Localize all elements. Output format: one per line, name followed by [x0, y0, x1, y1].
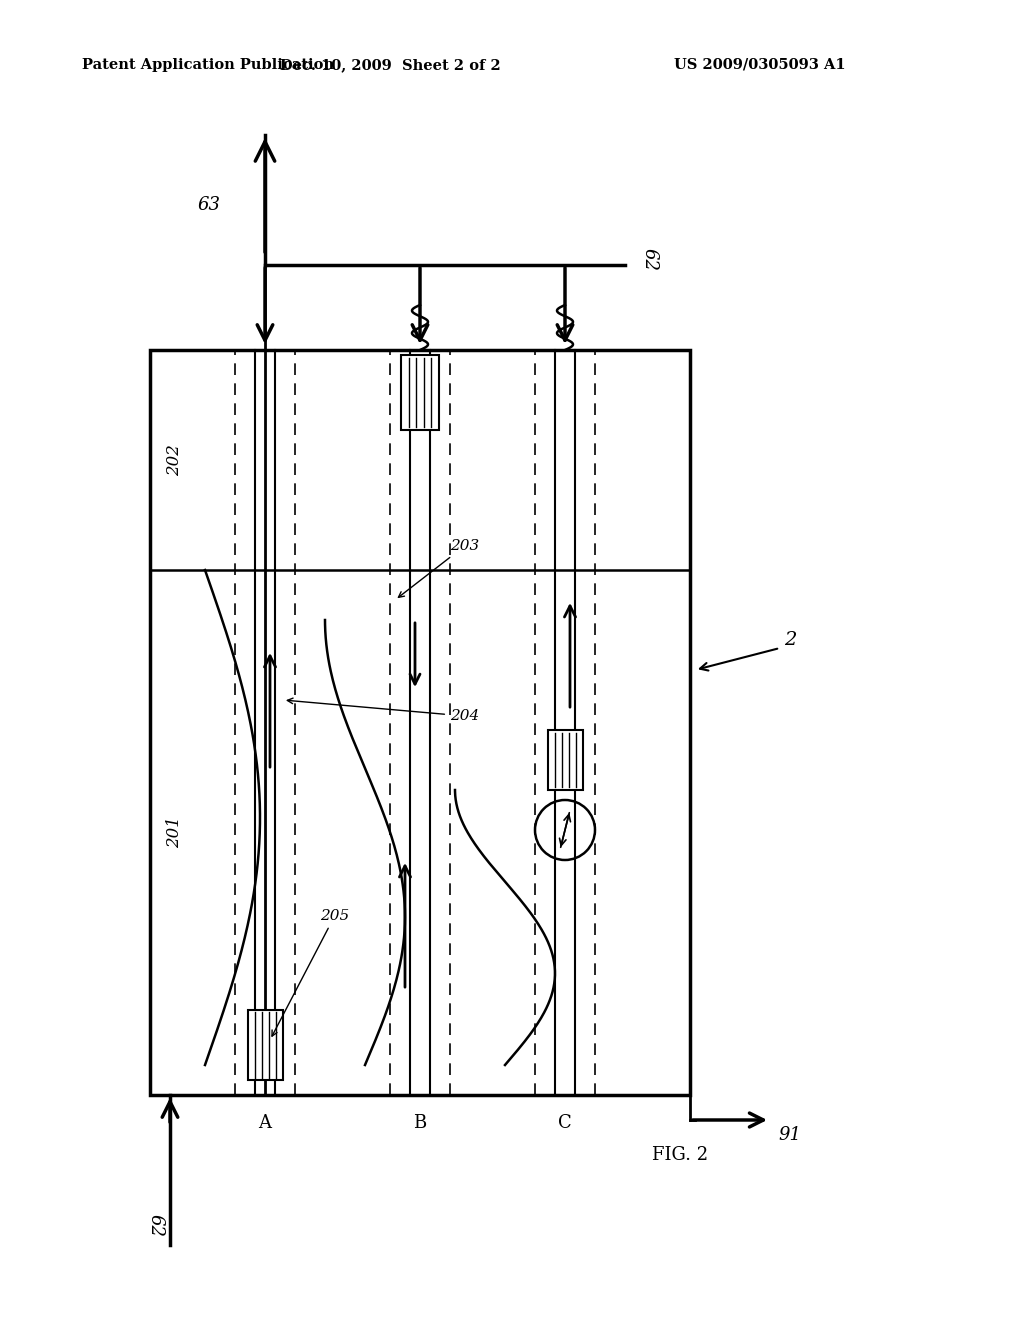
- Text: 63: 63: [197, 195, 220, 214]
- Text: FIG. 2: FIG. 2: [652, 1146, 708, 1164]
- Text: 201: 201: [167, 817, 183, 849]
- Text: A: A: [258, 1114, 271, 1133]
- Text: 62: 62: [640, 248, 658, 272]
- Text: B: B: [414, 1114, 427, 1133]
- Text: Dec. 10, 2009  Sheet 2 of 2: Dec. 10, 2009 Sheet 2 of 2: [280, 58, 501, 73]
- Text: Patent Application Publication: Patent Application Publication: [82, 58, 334, 73]
- Text: US 2009/0305093 A1: US 2009/0305093 A1: [674, 58, 846, 73]
- Text: C: C: [558, 1114, 571, 1133]
- Text: 203: 203: [398, 539, 479, 598]
- Bar: [401, 355, 439, 430]
- Text: 202: 202: [167, 444, 183, 477]
- Text: 62: 62: [146, 1213, 164, 1237]
- Text: 91: 91: [778, 1126, 801, 1144]
- Text: 2: 2: [783, 631, 797, 649]
- Text: 204: 204: [288, 698, 479, 723]
- Text: 205: 205: [272, 909, 349, 1036]
- Bar: [248, 1010, 283, 1080]
- Bar: [150, 350, 690, 1096]
- Bar: [548, 730, 583, 789]
